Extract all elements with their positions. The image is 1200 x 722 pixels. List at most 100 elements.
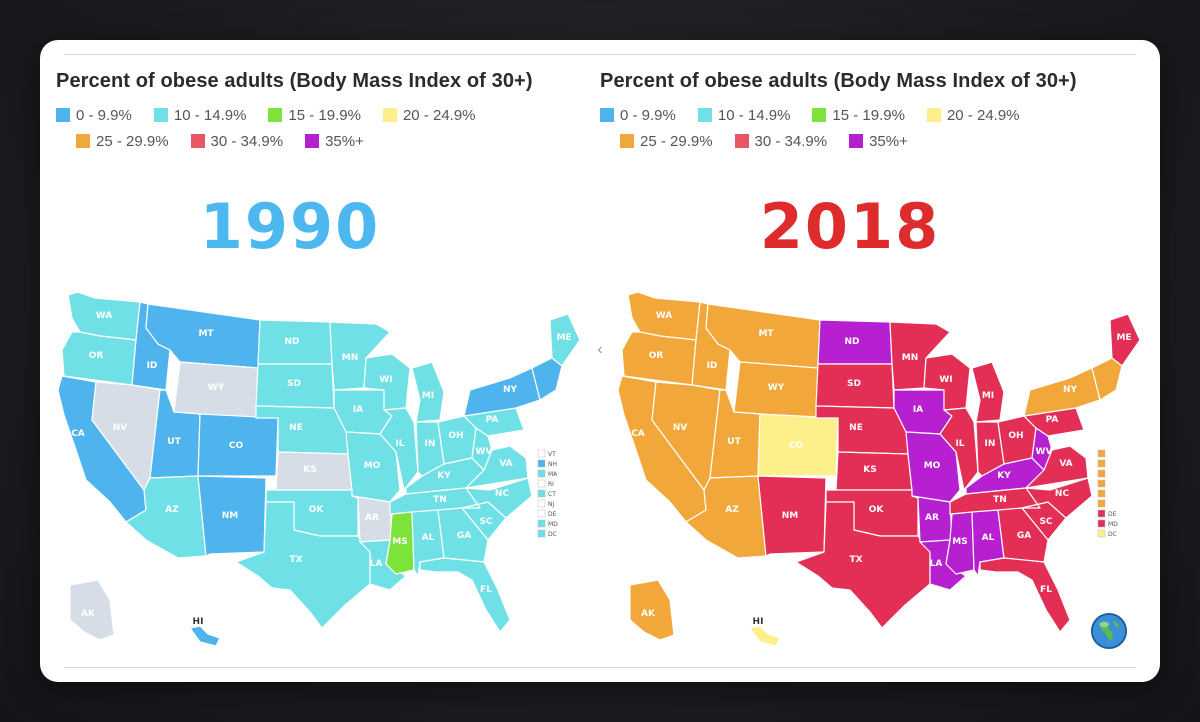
state-label: KY [437, 471, 451, 481]
state-label: FL [1040, 585, 1052, 595]
panel-1990: Percent of obese adults (Body Mass Index… [40, 40, 600, 682]
state-label: MN [342, 353, 359, 363]
legend-item: 35%+ [305, 133, 364, 150]
state-label: TX [289, 555, 302, 565]
state-hi [189, 625, 221, 647]
state-me [549, 313, 581, 367]
state-label: SD [287, 379, 301, 389]
state-label: MT [758, 329, 774, 339]
state-label: WY [208, 383, 225, 393]
state-wv [1031, 427, 1053, 471]
legend-item: 10 - 14.9% [697, 106, 791, 124]
state-label: CA [71, 429, 85, 439]
state-mi [411, 361, 445, 423]
state-tx [235, 501, 371, 629]
state-label: IN [985, 439, 996, 449]
state-ne-states [531, 357, 563, 401]
small-state-label: VT [548, 451, 556, 458]
state-label: NY [503, 385, 518, 395]
state-label: IN [425, 439, 436, 449]
panel-2018: Percent of obese adults (Body Mass Index… [600, 40, 1160, 682]
legend-swatch [382, 108, 397, 122]
state-label: VA [1059, 459, 1072, 469]
legend-label: 20 - 24.9% [402, 106, 476, 124]
state-label: IA [913, 405, 923, 415]
legend-swatch [56, 108, 70, 122]
globe-icon [1090, 612, 1128, 650]
state-label: FL [480, 585, 492, 595]
state-label: AK [81, 609, 96, 619]
legend-swatch [697, 108, 712, 122]
state-label: LA [930, 559, 943, 569]
state-label: PA [486, 415, 499, 425]
small-state-swatch [537, 459, 546, 468]
state-label: SD [847, 379, 861, 389]
state-label: MS [952, 537, 967, 547]
state-label: UT [727, 437, 741, 447]
small-state-swatch [1097, 519, 1106, 528]
small-state-label: NJ [548, 501, 554, 508]
legend-item: 0 - 9.9% [600, 107, 676, 124]
small-state-swatch [1097, 469, 1106, 478]
state-ak [69, 579, 115, 641]
state-label: AL [422, 533, 435, 543]
legend-label: 25 - 29.9% [96, 132, 169, 150]
small-state-label: DE [548, 511, 557, 518]
small-state-swatch [537, 469, 546, 478]
state-label: NV [673, 423, 688, 433]
legend: 0 - 9.9% 10 - 14.9% 15 - 19.9% 20 - 24.9% 25… [56, 102, 576, 154]
legend-label: 10 - 14.9% [173, 106, 247, 124]
legend: 0 - 9.9% 10 - 14.9% 15 - 19.9% 20 - 24.9% 25… [600, 102, 1120, 154]
state-tx [795, 501, 931, 629]
small-state-swatch [1097, 449, 1106, 458]
state-label: AR [925, 513, 939, 523]
state-label: CO [229, 441, 244, 451]
state-label: SC [479, 517, 492, 527]
carousel-prev-button[interactable]: ‹ [588, 338, 612, 362]
state-label: WA [96, 311, 113, 321]
state-label: WI [939, 375, 952, 385]
state-label: NM [782, 511, 799, 521]
state-label: PA [1046, 415, 1059, 425]
legend-swatch [620, 134, 634, 148]
legend-label: 10 - 14.9% [717, 106, 791, 124]
small-state-swatch [1097, 459, 1106, 468]
legend-label: 30 - 34.9% [754, 132, 828, 150]
legend-label: 0 - 9.9% [76, 106, 132, 124]
state-label: OH [448, 431, 463, 441]
legend-label: 30 - 34.9% [210, 132, 284, 150]
state-label: ID [147, 361, 158, 371]
small-state-swatch [537, 489, 546, 498]
state-label: WA [656, 311, 673, 321]
legend-label: 35%+ [869, 132, 908, 150]
legend-swatch [305, 134, 320, 148]
state-label: MS [392, 537, 407, 547]
legend-item: 0 - 9.9% [56, 107, 132, 124]
state-label: NV [113, 423, 128, 433]
small-state-swatch [537, 479, 546, 488]
small-state-swatch [537, 499, 546, 508]
legend-swatch [268, 108, 283, 122]
state-label: KS [863, 465, 876, 475]
state-label: VA [499, 459, 512, 469]
state-label: NC [495, 489, 510, 499]
state-label: NC [1055, 489, 1070, 499]
state-label: ME [1116, 333, 1131, 343]
state-label: TN [433, 495, 447, 505]
legend-swatch [190, 134, 205, 148]
state-hi [749, 625, 781, 647]
legend-heading: Percent of obese adults (Body Mass Index… [600, 70, 1077, 92]
state-label: KY [997, 471, 1011, 481]
state-ak [629, 579, 675, 641]
bottom-divider [64, 667, 1136, 668]
state-label: GA [457, 531, 471, 541]
state-label: TN [993, 495, 1007, 505]
state-label: HI [193, 617, 204, 627]
state-il [379, 407, 419, 491]
state-nm [197, 475, 267, 557]
state-label: ND [284, 337, 299, 347]
comparison-card: Percent of obese adults (Body Mass Index… [40, 40, 1160, 682]
state-label: WY [768, 383, 785, 393]
legend-item: 20 - 24.9% [926, 107, 1020, 124]
state-label: IL [955, 439, 964, 449]
